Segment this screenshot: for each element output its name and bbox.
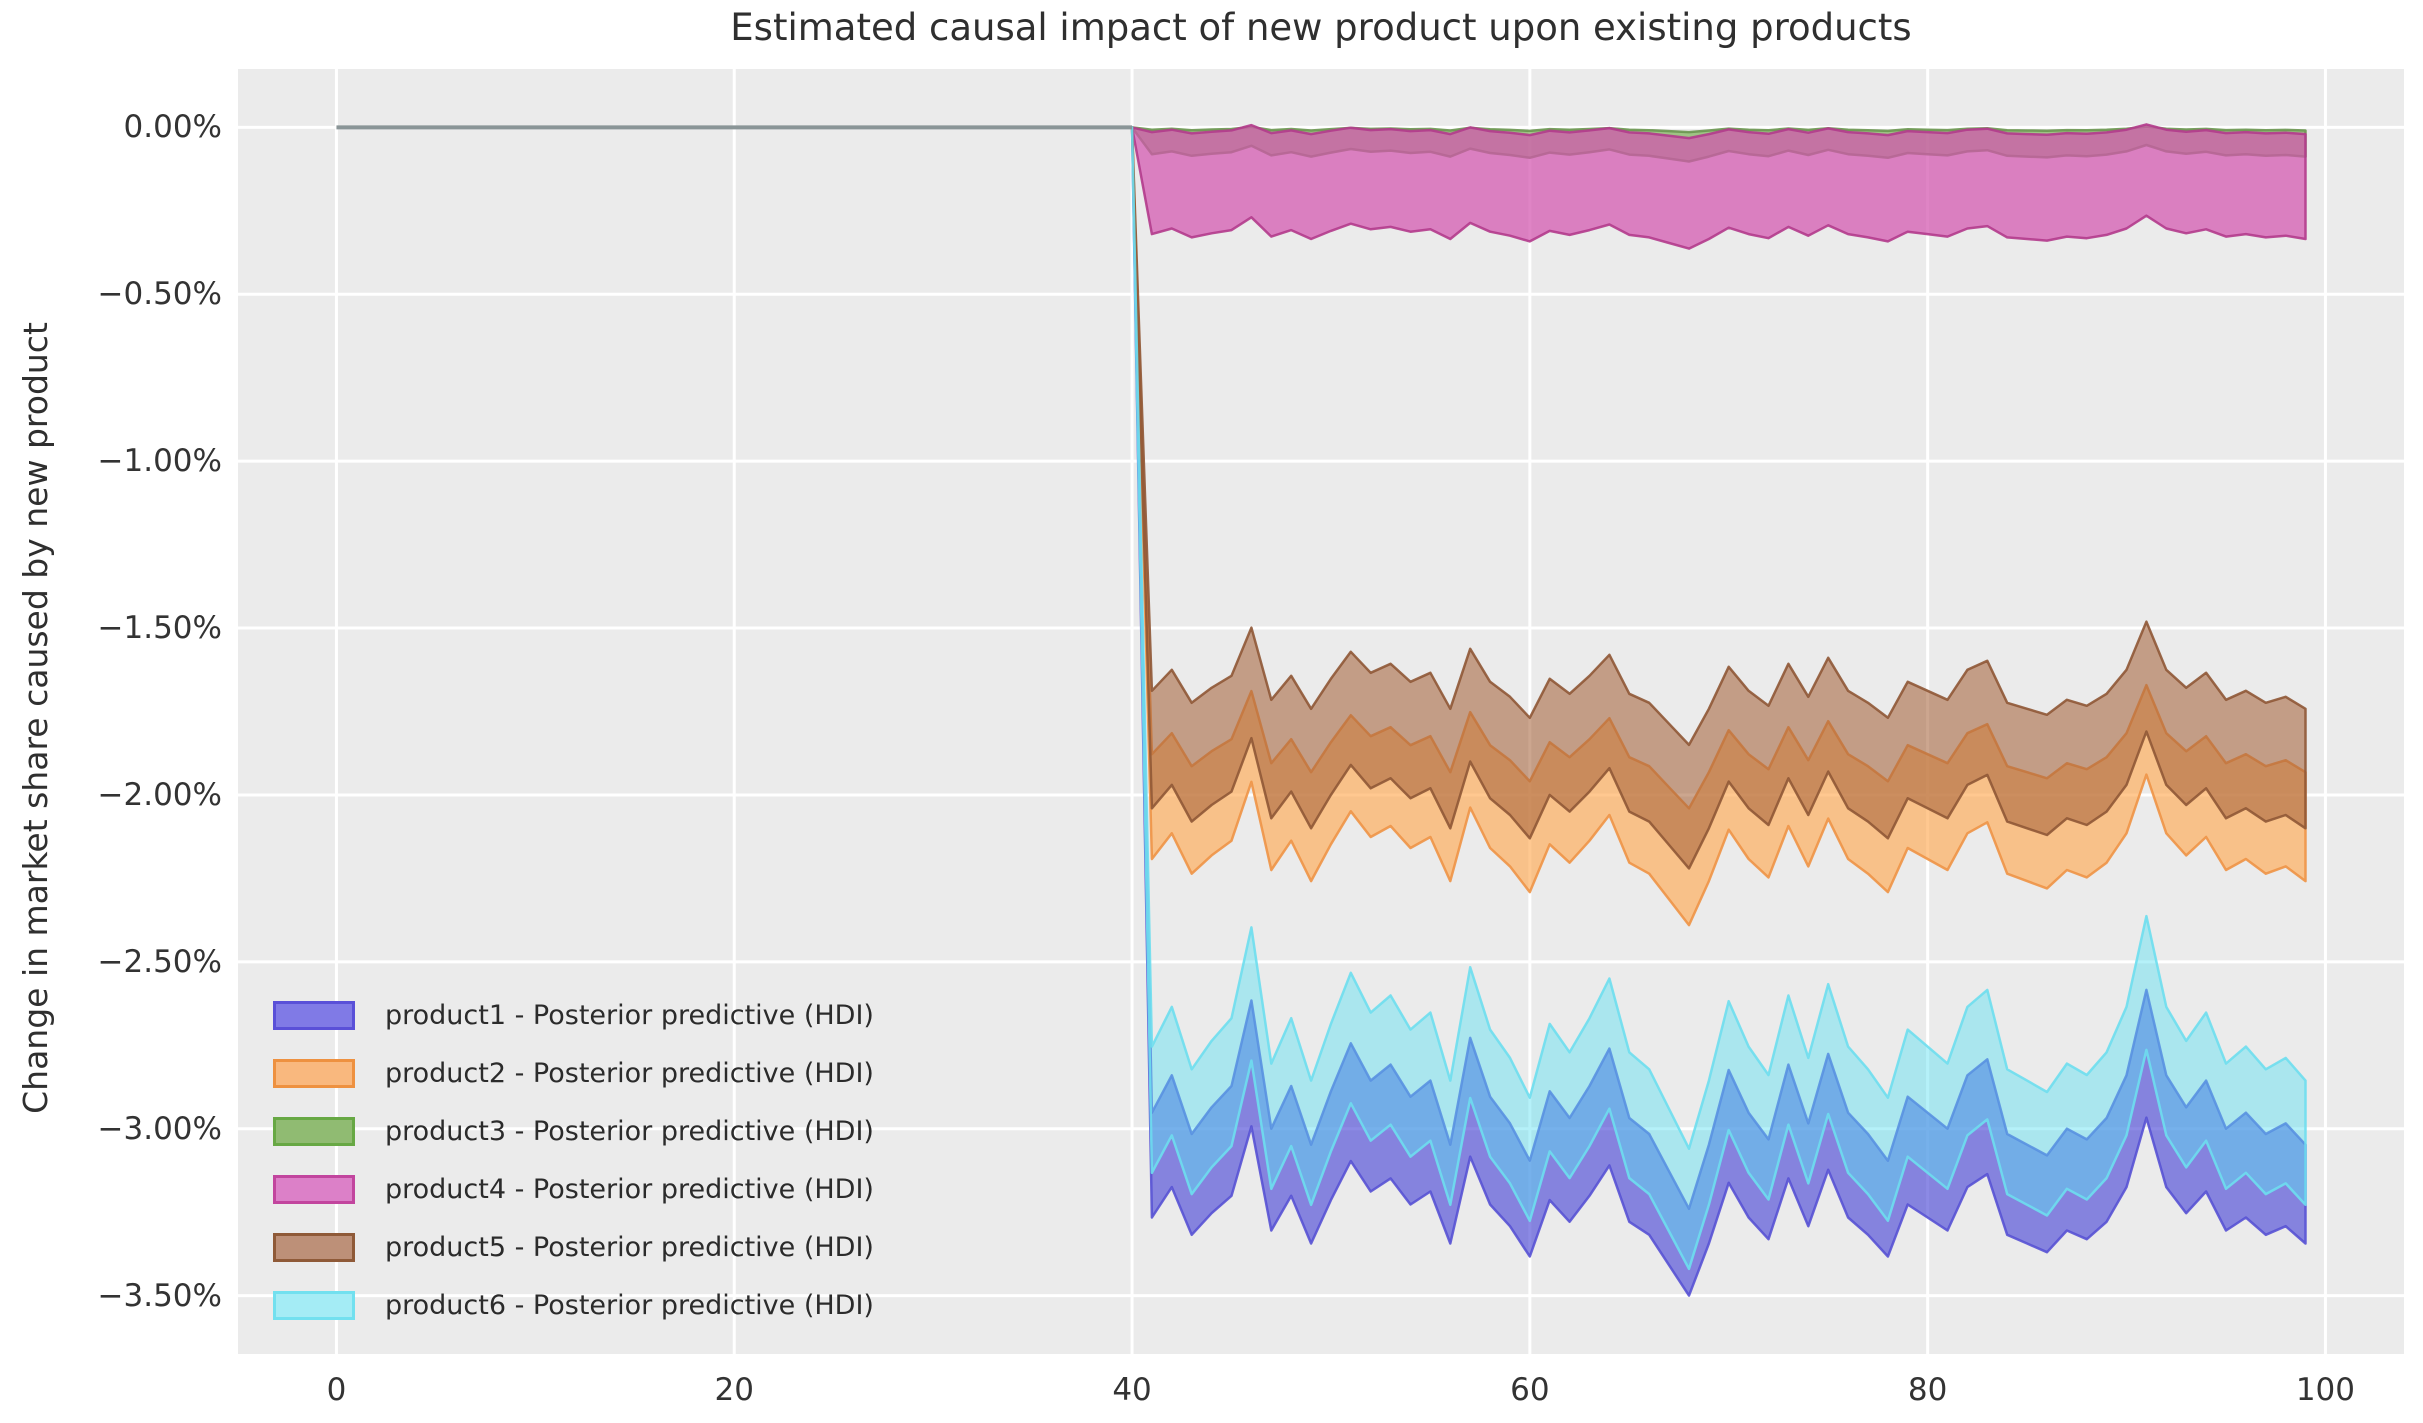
y-tick-label: −3.50% — [97, 1277, 222, 1314]
x-tick-label: 80 — [1907, 1372, 1948, 1408]
legend-label: product5 - Posterior predictive (HDI) — [385, 1231, 874, 1263]
y-tick-label: −1.50% — [97, 610, 222, 647]
legend-swatch-icon — [273, 1232, 355, 1262]
band-product6 — [1130, 126, 2307, 1271]
legend-swatch-icon — [273, 1058, 355, 1088]
chart-title: Estimated causal impact of new product u… — [730, 6, 1912, 49]
legend-item-product3: product3 - Posterior predictive (HDI) — [273, 1102, 874, 1160]
y-tick-label: −1.00% — [97, 443, 222, 480]
legend-swatch-icon — [273, 1116, 355, 1146]
y-axis-label: Change in market share caused by new pro… — [16, 322, 55, 1114]
legend-swatch-icon — [273, 1290, 355, 1320]
y-tick-label: −0.50% — [97, 276, 222, 313]
legend: product1 - Posterior predictive (HDI) pro… — [273, 986, 874, 1334]
legend-item-product1: product1 - Posterior predictive (HDI) — [273, 986, 874, 1044]
legend-swatch-icon — [273, 1174, 355, 1204]
y-tick-label: −2.00% — [97, 776, 222, 813]
x-tick-label: 20 — [714, 1372, 754, 1408]
legend-item-product2: product2 - Posterior predictive (HDI) — [273, 1044, 874, 1102]
y-tick-label: −2.50% — [97, 943, 222, 980]
y-tick-label: −3.00% — [97, 1110, 222, 1147]
legend-item-product5: product5 - Posterior predictive (HDI) — [273, 1218, 874, 1276]
x-tick-label: 60 — [1510, 1372, 1550, 1408]
x-tick-label: 0 — [326, 1372, 347, 1408]
band-product4 — [1130, 123, 2307, 250]
legend-item-product6: product6 - Posterior predictive (HDI) — [273, 1276, 874, 1334]
x-tick-label: 100 — [2295, 1372, 2355, 1408]
legend-label: product3 - Posterior predictive (HDI) — [385, 1115, 874, 1147]
legend-item-product4: product4 - Posterior predictive (HDI) — [273, 1160, 874, 1218]
band-product5 — [1130, 126, 2307, 870]
legend-label: product4 - Posterior predictive (HDI) — [385, 1173, 874, 1205]
legend-label: product1 - Posterior predictive (HDI) — [385, 999, 874, 1031]
y-tick-label: 0.00% — [123, 109, 222, 146]
legend-label: product2 - Posterior predictive (HDI) — [385, 1057, 874, 1089]
x-tick-label: 40 — [1112, 1372, 1152, 1408]
legend-label: product6 - Posterior predictive (HDI) — [385, 1289, 874, 1321]
legend-swatch-icon — [273, 1000, 355, 1030]
